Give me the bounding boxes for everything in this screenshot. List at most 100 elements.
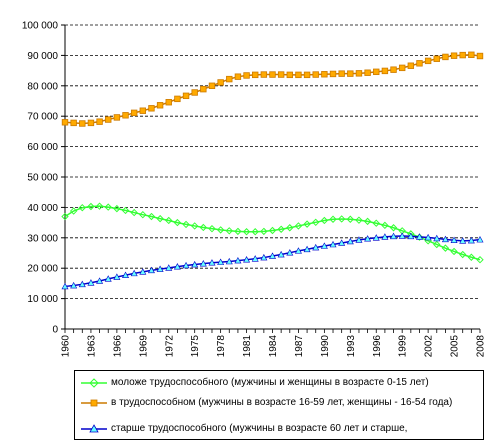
data-point — [355, 70, 363, 77]
legend-label-old: старше трудоспособного (мужчины в возрас… — [111, 423, 408, 434]
data-point — [96, 118, 103, 125]
data-point — [173, 263, 181, 270]
data-point — [191, 260, 199, 268]
data-point — [320, 242, 328, 249]
data-point — [139, 268, 147, 275]
data-point — [156, 265, 164, 272]
data-point — [61, 282, 69, 290]
data-point — [424, 57, 432, 65]
data-point — [459, 250, 467, 259]
data-point — [269, 71, 276, 78]
data-point — [226, 75, 233, 83]
gridlines — [65, 24, 480, 300]
data-point — [407, 232, 415, 240]
data-point — [225, 257, 233, 265]
data-point — [433, 234, 441, 242]
y-tick-label: 60 000 — [27, 142, 58, 153]
y-tick-label: 30 000 — [27, 233, 58, 244]
data-point — [78, 280, 86, 288]
y-tick-label: 10 000 — [27, 294, 58, 305]
data-point — [200, 85, 207, 93]
data-point — [70, 281, 78, 289]
data-point — [286, 71, 293, 79]
legend-swatch-young — [81, 378, 107, 388]
data-point — [105, 116, 112, 123]
data-point — [312, 243, 320, 251]
data-point — [139, 107, 147, 114]
y-tick-label: 40 000 — [27, 203, 58, 214]
data-point — [450, 52, 458, 59]
data-point — [303, 220, 311, 228]
data-point — [286, 249, 294, 256]
line-chart: 0 10 000 20 000 30 000 40 000 50 000 60 000 70 … — [22, 21, 487, 358]
data-point — [373, 68, 380, 76]
legend: моложе трудоспособного (мужчины и женщин… — [74, 370, 484, 440]
data-point — [433, 55, 440, 62]
data-point — [381, 221, 389, 230]
data-point — [113, 114, 121, 121]
x-tick-label: 1990 — [320, 335, 331, 358]
data-point — [363, 217, 372, 226]
data-point — [355, 216, 363, 224]
y-tick-label: 100 000 — [22, 21, 59, 32]
x-tick-label: 2008 — [476, 335, 487, 358]
data-point — [364, 69, 371, 76]
data-point — [191, 89, 198, 96]
data-point — [243, 72, 250, 79]
data-point — [79, 120, 86, 127]
data-point — [459, 51, 466, 59]
data-point — [121, 206, 130, 215]
series-old — [61, 232, 484, 290]
data-point — [251, 255, 259, 262]
data-point — [148, 105, 155, 112]
x-tick-label: 1972 — [164, 335, 175, 358]
data-point — [467, 236, 475, 244]
data-point — [320, 216, 329, 225]
data-point — [450, 247, 458, 256]
data-point — [312, 71, 319, 78]
axes — [61, 24, 481, 333]
data-point — [260, 71, 268, 78]
data-point — [415, 233, 423, 240]
data-point — [139, 210, 147, 219]
data-point — [294, 222, 303, 230]
data-point — [173, 218, 182, 227]
y-tick-label: 90 000 — [27, 51, 58, 62]
data-point — [372, 234, 380, 241]
data-point — [217, 258, 225, 265]
data-point — [398, 232, 406, 239]
data-point — [190, 222, 199, 230]
data-point — [398, 64, 406, 72]
legend-label-young: моложе трудоспособного (мужчины и женщин… — [111, 377, 429, 388]
data-point — [424, 233, 432, 241]
data-point — [372, 219, 380, 227]
data-point — [433, 240, 441, 249]
data-point — [130, 109, 138, 117]
data-point — [441, 244, 450, 252]
data-point — [243, 256, 251, 263]
data-point — [113, 273, 121, 280]
data-point — [234, 227, 242, 236]
data-point — [277, 71, 285, 78]
series — [61, 51, 484, 290]
data-point — [165, 99, 172, 106]
data-point — [450, 236, 458, 244]
data-point — [234, 73, 242, 80]
data-point — [346, 215, 355, 223]
data-point — [113, 204, 121, 213]
y-tick-label: 80 000 — [27, 81, 58, 92]
data-point — [329, 240, 337, 248]
data-point — [329, 215, 337, 223]
x-tick-label: 1996 — [372, 335, 383, 358]
data-point — [61, 119, 69, 126]
data-point — [277, 225, 285, 233]
y-tick-labels: 0 10 000 20 000 30 000 40 000 50 000 60 000 70 … — [22, 21, 59, 336]
legend-label-working: в трудоспособном (мужчины в возрасте 16-… — [111, 397, 453, 408]
data-point — [338, 239, 346, 246]
data-point — [87, 119, 95, 127]
x-tick-label: 1975 — [190, 335, 201, 358]
data-point — [268, 252, 277, 259]
data-point — [329, 70, 337, 78]
data-point — [165, 264, 173, 271]
data-point — [277, 250, 285, 258]
